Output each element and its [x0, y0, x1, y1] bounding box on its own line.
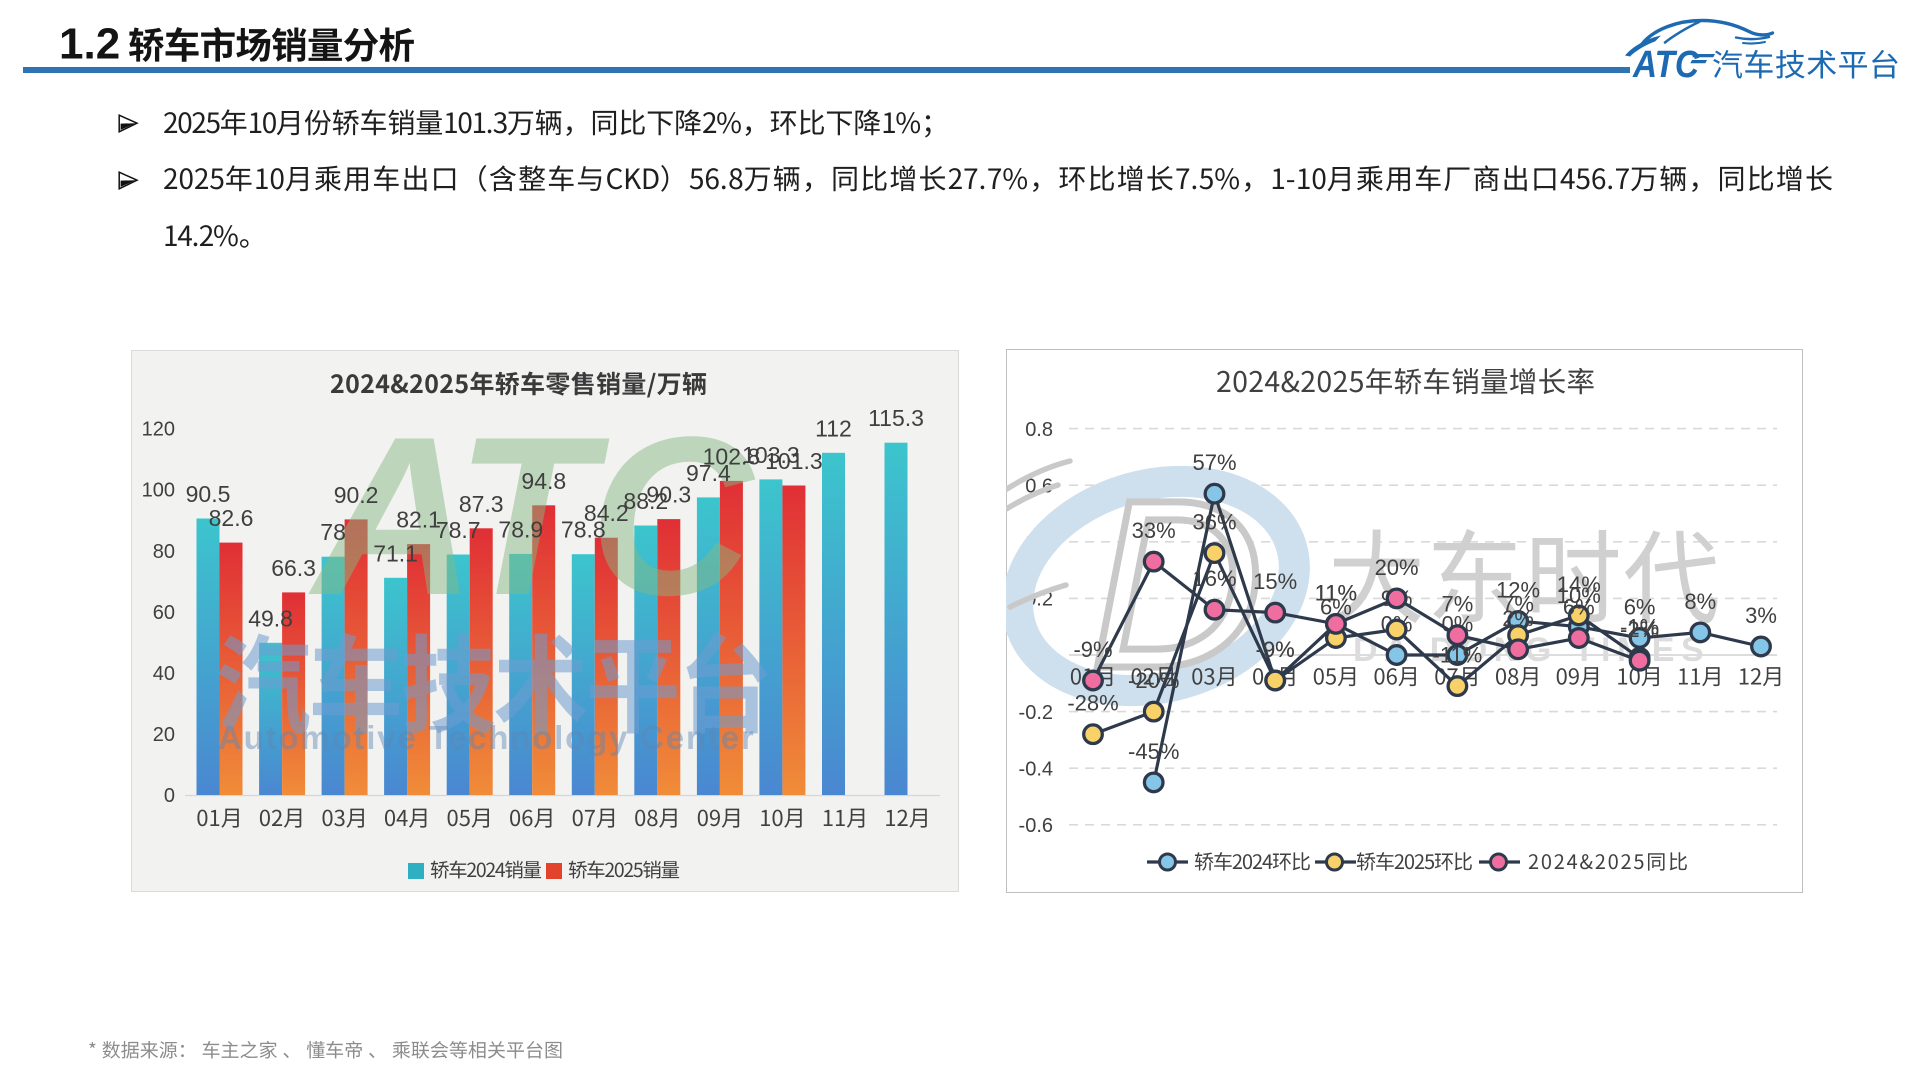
svg-text:94.8: 94.8	[521, 468, 566, 494]
svg-text:88.2: 88.2	[623, 488, 668, 514]
svg-text:71.1: 71.1	[373, 540, 418, 566]
svg-text:11%: 11%	[1315, 580, 1357, 605]
svg-text:90.2: 90.2	[334, 482, 379, 508]
svg-text:120: 120	[142, 419, 175, 441]
svg-text:11%: 11%	[1315, 580, 1357, 605]
svg-text:2%: 2%	[1502, 606, 1534, 631]
svg-text:78.7: 78.7	[436, 517, 481, 543]
svg-text:115.3: 115.3	[868, 405, 924, 431]
svg-text:82.6: 82.6	[209, 505, 254, 531]
svg-text:6%: 6%	[1624, 595, 1656, 620]
svg-text:-11%: -11%	[1433, 643, 1483, 668]
svg-text:-0.2: -0.2	[1019, 702, 1053, 724]
svg-text:103.3: 103.3	[742, 442, 800, 468]
svg-text:3%: 3%	[1745, 603, 1777, 628]
svg-text:90.3: 90.3	[646, 482, 691, 508]
svg-text:66.3: 66.3	[271, 555, 316, 581]
svg-text:36%: 36%	[1192, 510, 1236, 535]
svg-text:112: 112	[815, 415, 852, 441]
svg-text:ATC: ATC	[1632, 44, 1699, 86]
svg-text:49.8: 49.8	[248, 605, 293, 631]
svg-text:7%: 7%	[1502, 592, 1534, 617]
svg-text:0.8: 0.8	[1025, 419, 1053, 441]
svg-text:-2%: -2%	[1620, 617, 1659, 642]
svg-text:20%: 20%	[1375, 555, 1419, 580]
svg-text:102.8: 102.8	[703, 443, 761, 469]
svg-text:14%: 14%	[1557, 572, 1601, 597]
svg-text:20: 20	[153, 724, 175, 746]
svg-text:33%: 33%	[1132, 518, 1176, 543]
svg-text:78.9: 78.9	[498, 516, 543, 542]
svg-text:-9%: -9%	[1256, 637, 1295, 662]
svg-text:101.3: 101.3	[765, 448, 823, 474]
svg-text:6%: 6%	[1563, 595, 1595, 620]
svg-text:78: 78	[320, 519, 346, 545]
svg-text:0: 0	[164, 785, 175, 807]
svg-text:57%: 57%	[1192, 450, 1236, 475]
svg-text:7%: 7%	[1442, 592, 1474, 617]
svg-text:15%: 15%	[1253, 569, 1297, 594]
svg-text:-20%: -20%	[1128, 668, 1179, 693]
svg-text:40: 40	[153, 663, 175, 685]
svg-text:-45%: -45%	[1128, 739, 1179, 764]
svg-text:12%: 12%	[1496, 578, 1540, 603]
svg-text:82.1: 82.1	[396, 507, 441, 533]
svg-text:97.4: 97.4	[686, 460, 731, 486]
svg-text:8%: 8%	[1684, 589, 1716, 614]
svg-text:-28%: -28%	[1067, 691, 1118, 716]
svg-text:Automotive Technology Center: Automotive Technology Center	[218, 719, 756, 756]
svg-text:16%: 16%	[1192, 566, 1236, 591]
svg-text:87.3: 87.3	[459, 491, 504, 517]
svg-text:100: 100	[142, 480, 175, 502]
svg-text:84.2: 84.2	[584, 500, 629, 526]
svg-text:1.2: 1.2	[59, 20, 120, 69]
svg-text:ATC: ATC	[308, 389, 755, 642]
svg-text:60: 60	[153, 602, 175, 624]
svg-text:10%: 10%	[1557, 583, 1601, 608]
svg-text:80: 80	[153, 541, 175, 563]
svg-text:-0.4: -0.4	[1019, 758, 1053, 780]
svg-text:78.8: 78.8	[561, 517, 606, 543]
svg-text:-1%: -1%	[1620, 614, 1659, 639]
svg-text:90.5: 90.5	[186, 481, 231, 507]
svg-text:-0.6: -0.6	[1019, 815, 1053, 837]
svg-text:-9%: -9%	[1073, 637, 1112, 662]
